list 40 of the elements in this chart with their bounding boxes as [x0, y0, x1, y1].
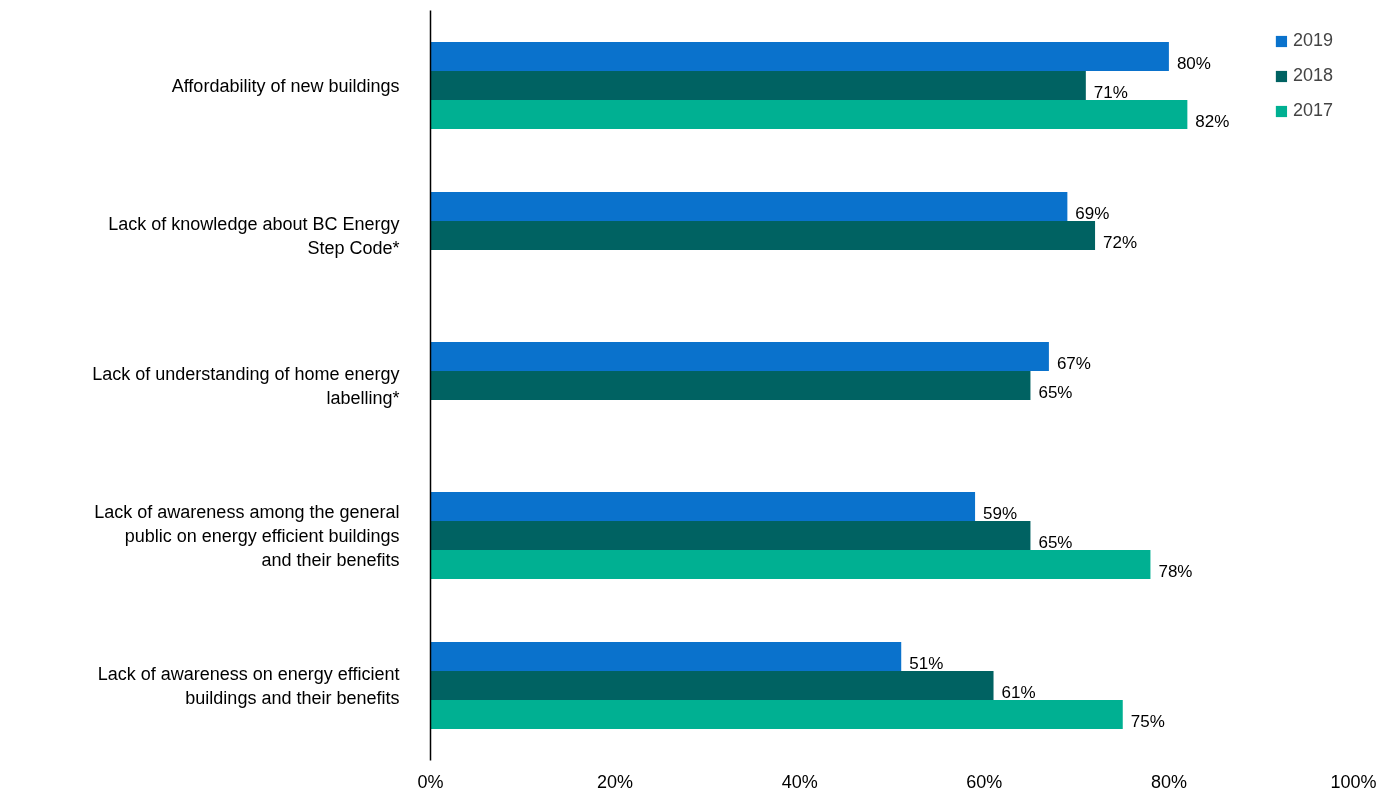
bar	[430, 492, 976, 522]
data-label: 67%	[1056, 354, 1091, 374]
x-tick-label: 100%	[1330, 771, 1377, 792]
data-label: 71%	[1093, 83, 1128, 103]
legend-label: 2017	[1292, 100, 1333, 121]
x-tick-label: 80%	[1150, 771, 1187, 792]
data-label: 65%	[1038, 383, 1073, 403]
bar	[430, 192, 1068, 222]
bar	[430, 99, 1188, 129]
y-tick-label: Lack of awareness on energy efficient buildings and their benefits	[97, 663, 400, 708]
x-tick-label: 0%	[417, 771, 444, 792]
bar	[430, 521, 1031, 550]
data-label: 61%	[1001, 683, 1036, 703]
bar	[430, 642, 902, 672]
y-tick-label: Lack of knowledge about BC Energy Step Code*	[108, 213, 400, 258]
x-tick-label: 60%	[966, 771, 1003, 792]
bar	[430, 42, 1169, 72]
bar	[430, 671, 994, 700]
bar	[430, 549, 1151, 579]
data-label: 69%	[1075, 204, 1110, 224]
bar	[430, 699, 1123, 729]
data-label: 80%	[1176, 54, 1211, 74]
data-label: 78%	[1158, 562, 1193, 582]
x-tick-label: 20%	[597, 771, 634, 792]
y-tick-label: Lack of awareness among the general public on energy efficient buildings and their benefits	[94, 501, 400, 570]
data-label: 51%	[909, 654, 944, 674]
bar	[430, 342, 1049, 372]
data-label: 72%	[1103, 233, 1138, 253]
data-label: 59%	[983, 504, 1018, 524]
legend-label: 2019	[1292, 30, 1333, 51]
data-label: 75%	[1130, 712, 1165, 732]
bar	[430, 71, 1086, 100]
data-label: 82%	[1195, 112, 1230, 132]
x-tick-label: 40%	[781, 771, 818, 792]
legend-label: 2018	[1292, 65, 1333, 86]
data-label: 65%	[1038, 533, 1073, 553]
y-tick-label: Affordability of new buildings	[171, 75, 400, 96]
bar	[430, 371, 1031, 400]
bar	[430, 221, 1096, 250]
y-tick-label: Lack of understanding of home energy labelling*	[92, 363, 400, 408]
